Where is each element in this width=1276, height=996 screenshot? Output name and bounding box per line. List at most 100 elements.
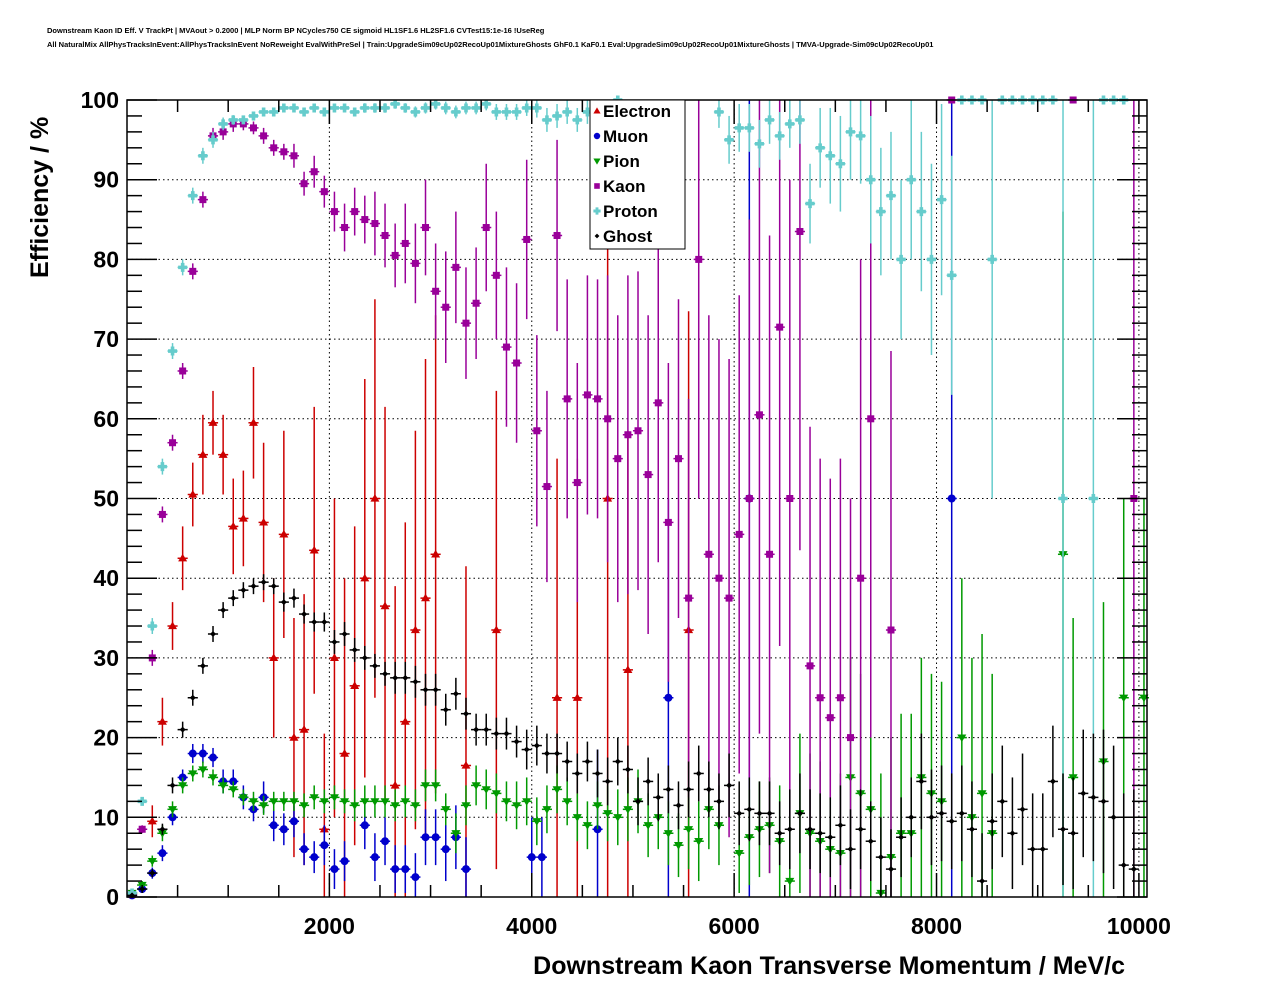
proton-point [926,163,937,356]
proton-marker [795,115,805,125]
proton-marker [835,159,845,169]
ghost-marker [968,826,975,833]
proton-marker [491,107,501,117]
kaon-marker [836,694,844,702]
pion-marker [238,794,248,802]
pion-marker [421,782,431,790]
ghost-marker [989,818,996,825]
proton-point [481,99,492,111]
proton-marker [856,131,866,141]
proton-point [552,103,563,128]
proton-point [896,179,907,340]
y-tick-label: 100 [81,87,119,113]
ghost-marker [442,706,449,713]
ghost-point [309,612,320,632]
muon-marker [461,865,470,874]
pion-point [258,795,269,815]
ghost-marker [1100,798,1107,805]
kaon-marker [401,239,409,247]
proton-marker [137,796,147,806]
muon-point [430,809,441,866]
ghost-point [855,789,866,870]
kaon-marker [745,495,753,502]
kaon-marker [543,483,551,491]
kaon-marker [523,235,531,243]
kaon-point [764,235,775,874]
kaon-point [339,203,350,252]
pion-marker [269,798,279,806]
ghost-marker [402,674,409,681]
ghost-marker [837,822,844,829]
ghost-point [734,781,745,846]
proton-marker [906,175,916,185]
kaon-marker [513,359,521,367]
pion-marker [319,798,329,806]
ghost-point [410,665,421,698]
electron-point [218,414,229,495]
ghost-marker [503,730,510,737]
proton-marker [775,131,785,141]
electron-point [319,733,330,897]
kaon-marker [411,259,419,267]
pion-marker [248,798,258,806]
kaon-marker [492,271,500,279]
ghost-point [278,592,289,612]
kaon-point [390,223,401,288]
electron-marker [168,621,178,630]
muon-marker [158,849,167,858]
ghost-point [754,781,765,846]
pion-marker [512,802,522,810]
proton-point [471,101,482,115]
pion-point [400,785,411,818]
y-tick-label: 10 [93,804,119,830]
proton-point [784,100,795,148]
ghost-point [187,689,198,706]
proton-marker [269,107,279,117]
proton-point [491,103,502,120]
muon-marker [537,853,546,862]
pion-point [471,765,482,806]
ghost-point [288,588,300,608]
ghost-point [663,765,674,814]
pion-marker [441,806,451,814]
ghost-point [1078,729,1089,858]
muon-point [197,743,208,764]
electron-marker [269,653,279,662]
ghost-point [481,713,492,746]
kaon-point [187,263,198,280]
kaon-marker [624,431,632,439]
legend-label: Electron [603,102,671,121]
kaon-point [784,179,795,818]
pion-point [541,785,552,834]
muon-point [299,833,310,866]
pion-point [562,777,573,826]
ghost-point [926,769,937,866]
proton-point [329,103,340,113]
kaon-point [430,243,441,340]
muon-point [390,845,401,894]
ghost-marker [898,834,905,841]
proton-point [167,343,178,360]
kaon-marker [452,263,460,271]
kaon-point [309,155,320,188]
pion-point [248,791,259,811]
proton-marker [947,270,957,280]
ghost-marker [220,607,227,614]
kaon-marker [735,530,743,538]
pion-marker [552,786,562,794]
ghost-point [167,777,178,794]
ghost-marker [270,583,277,590]
ghost-marker [867,838,874,845]
ghost-marker [290,595,297,602]
ghost-marker [533,742,540,749]
y-tick-label: 40 [93,565,119,591]
muon-point [460,837,472,897]
kaon-marker [826,714,834,722]
kaon-point [794,100,805,551]
electron-marker [431,549,441,558]
ghost-point [491,717,502,750]
proton-marker [916,207,926,217]
electron-point [309,406,320,694]
ghost-point [339,622,350,646]
kaon-point [319,175,330,208]
